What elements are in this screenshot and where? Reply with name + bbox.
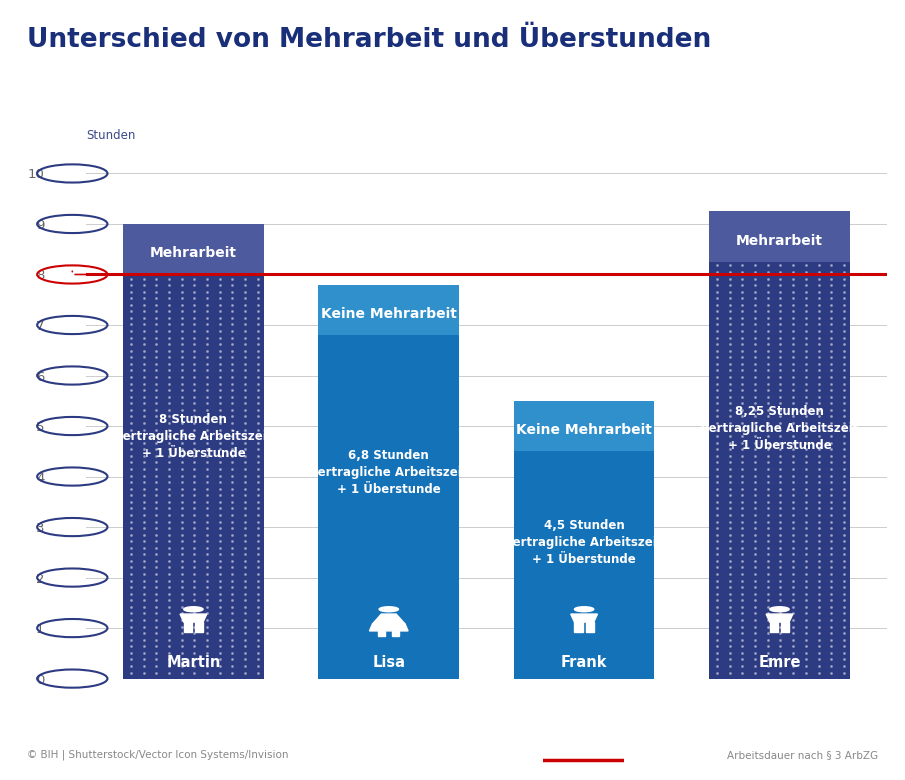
Text: Stunden: Stunden <box>86 129 136 142</box>
Bar <box>710 211 850 262</box>
Text: Keine Mehrarbeit: Keine Mehrarbeit <box>516 423 652 437</box>
Polygon shape <box>369 624 408 631</box>
Polygon shape <box>180 614 206 622</box>
Text: 6,8 Stunden
vertragliche Arbeitszeit
+ 1 Überstunde: 6,8 Stunden vertragliche Arbeitszeit + 1… <box>310 449 468 496</box>
Bar <box>514 401 654 452</box>
Circle shape <box>184 607 203 612</box>
Polygon shape <box>586 622 594 632</box>
Polygon shape <box>195 622 203 632</box>
Polygon shape <box>393 631 399 636</box>
Text: Arbeitsdauer nach § 3 ArbZG: Arbeitsdauer nach § 3 ArbZG <box>727 750 878 760</box>
Polygon shape <box>571 614 597 622</box>
Bar <box>123 275 263 679</box>
Bar <box>514 452 654 679</box>
Text: Keine Mehrarbeit: Keine Mehrarbeit <box>321 307 457 321</box>
Polygon shape <box>184 622 192 632</box>
Circle shape <box>770 607 789 612</box>
Polygon shape <box>767 614 793 622</box>
Text: Frank: Frank <box>561 654 607 669</box>
Bar <box>319 335 459 679</box>
Text: Mehrarbeit: Mehrarbeit <box>736 234 823 247</box>
Circle shape <box>575 607 594 612</box>
Polygon shape <box>378 631 385 636</box>
Bar <box>123 224 263 275</box>
Text: 4,5 Stunden
vertragliche Arbeitszeit
+ 1 Überstunde: 4,5 Stunden vertragliche Arbeitszeit + 1… <box>505 519 662 566</box>
Text: Lisa: Lisa <box>372 654 405 669</box>
Polygon shape <box>770 622 778 632</box>
Circle shape <box>379 607 398 612</box>
Bar <box>710 262 850 679</box>
Polygon shape <box>373 614 405 624</box>
Text: Mehrarbeit: Mehrarbeit <box>150 246 237 261</box>
Polygon shape <box>781 622 789 632</box>
Bar <box>319 285 459 335</box>
Text: 8 Stunden
vertragliche Arbeitszeit
+ 1 Überstunde: 8 Stunden vertragliche Arbeitszeit + 1 Ü… <box>115 413 272 459</box>
Text: 8,25 Stunden
vertragliche Arbeitszeit
+ 1 Überstunde: 8,25 Stunden vertragliche Arbeitszeit + … <box>700 405 858 452</box>
Text: © BIH | Shutterstock/Vector Icon Systems/Invision: © BIH | Shutterstock/Vector Icon Systems… <box>27 750 289 760</box>
Text: Martin: Martin <box>167 654 221 669</box>
Polygon shape <box>575 622 583 632</box>
Text: Emre: Emre <box>758 654 801 669</box>
Text: Unterschied von Mehrarbeit und Überstunden: Unterschied von Mehrarbeit und Überstund… <box>27 27 711 53</box>
